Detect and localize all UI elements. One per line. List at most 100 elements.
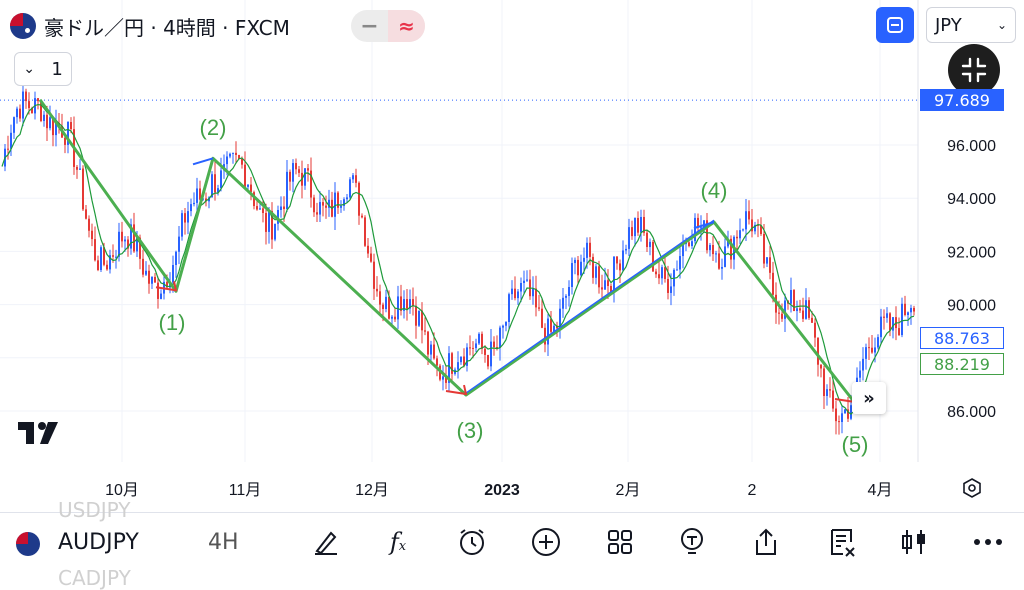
templates-grid-icon[interactable] (600, 522, 640, 562)
x-tick-label: 4月 (868, 482, 893, 499)
candle-body (760, 225, 762, 234)
symbol-title[interactable]: 豪ドル／円 · 4時間 · FXCM (44, 15, 290, 40)
candle-body (628, 227, 630, 249)
candle-body (811, 317, 813, 323)
candle-body (256, 206, 258, 210)
candle-body (295, 163, 297, 170)
candle-body (877, 337, 879, 348)
exit-fullscreen-button[interactable] (948, 44, 1000, 96)
candle-body (655, 271, 657, 275)
candle-body (724, 246, 726, 267)
alert-clock-icon[interactable] (452, 522, 492, 562)
candle-body (130, 224, 132, 249)
chart-canvas[interactable]: 96.00094.00092.00090.00088.00086.00010月1… (0, 0, 1024, 512)
candle-body (145, 270, 147, 275)
candle-body (289, 171, 291, 182)
candle-body (409, 299, 411, 309)
candle-body (283, 206, 285, 210)
add-circle-icon[interactable] (526, 522, 566, 562)
candle-body (319, 202, 321, 215)
candle-body (310, 170, 312, 198)
layout-button[interactable] (876, 7, 914, 43)
candle-body (118, 231, 120, 257)
candle-body (424, 330, 426, 332)
candle-body (478, 333, 480, 344)
candle-body (817, 337, 819, 365)
candle-body (379, 291, 381, 305)
chart-settings-button[interactable] (958, 474, 986, 502)
candle-body (226, 156, 228, 165)
candle-body (829, 389, 831, 391)
candle-body (361, 215, 363, 218)
symbol-ticker[interactable]: AUDJPY (58, 530, 139, 555)
interval-selector[interactable]: 4H (208, 530, 239, 555)
candle-body (376, 288, 378, 292)
candle-body (298, 169, 300, 173)
candle-body (406, 299, 408, 309)
currency-select[interactable]: JPY ⌄ (926, 7, 1016, 43)
candle-body (625, 248, 627, 251)
candle-body (862, 358, 864, 371)
candle-body (697, 217, 699, 228)
candle-body (511, 288, 513, 295)
candle-body (31, 108, 33, 114)
indicator-collapse-button[interactable]: ⌄ 1 (14, 52, 72, 86)
chart-area[interactable]: 96.00094.00092.00090.00088.00086.00010月1… (0, 0, 1024, 512)
scroll-to-realtime-button[interactable]: » (852, 382, 886, 414)
candle-body (469, 347, 471, 349)
candle-body (88, 218, 90, 231)
candle-body (871, 347, 873, 353)
candle-body (634, 217, 636, 237)
settings-hexagon-icon (963, 478, 981, 498)
candle-body (451, 353, 453, 374)
candle-body (835, 408, 837, 422)
ideas-bulb-icon[interactable] (672, 522, 712, 562)
candle-body (652, 241, 654, 272)
candle-body (604, 280, 606, 290)
candle-body (229, 153, 231, 157)
candle-body (184, 213, 186, 223)
candle-body (586, 242, 588, 258)
candle-body (241, 158, 243, 165)
y-tick-label: 92.000 (947, 244, 996, 261)
candle-body (187, 211, 189, 223)
x-tick-label: 2023 (484, 482, 520, 499)
candle-body (79, 168, 81, 170)
x-tick-label: 11月 (229, 482, 262, 499)
drawing-pen-icon[interactable] (306, 522, 346, 562)
tradingview-logo[interactable] (18, 422, 66, 448)
candle-body (664, 267, 666, 279)
wave-icon[interactable]: ≈ (388, 10, 425, 42)
news-icon[interactable] (822, 522, 862, 562)
candle-body (136, 237, 138, 252)
minus-icon[interactable]: − (360, 13, 379, 39)
candle-body (514, 288, 516, 299)
candle-body (898, 328, 900, 336)
currency-value: JPY (935, 14, 962, 36)
candle-body (694, 217, 696, 242)
candle-body (883, 316, 885, 318)
candle-body (616, 256, 618, 264)
candle-body (247, 184, 249, 187)
candle-body (484, 348, 486, 355)
candles-icon[interactable] (894, 522, 934, 562)
candle-body (532, 288, 534, 297)
y-tick-label: 96.000 (947, 138, 996, 155)
candle-body (151, 276, 153, 284)
x-tick-label: 2月 (616, 482, 641, 499)
candle-body (262, 208, 264, 214)
more-icon[interactable] (968, 522, 1008, 562)
chart-mode-toggle[interactable]: − ≈ (351, 10, 425, 42)
share-icon[interactable] (746, 522, 786, 562)
candle-body (391, 316, 393, 319)
candle-body (397, 296, 399, 320)
candle-body (199, 188, 201, 200)
candle-body (343, 199, 345, 206)
candle-body (907, 312, 909, 315)
candle-body (850, 405, 852, 419)
indicators-fx-icon[interactable]: fx (389, 528, 407, 556)
candle-body (430, 344, 432, 355)
candle-body (55, 122, 57, 136)
candle-body (751, 219, 753, 232)
candle-body (46, 114, 48, 129)
